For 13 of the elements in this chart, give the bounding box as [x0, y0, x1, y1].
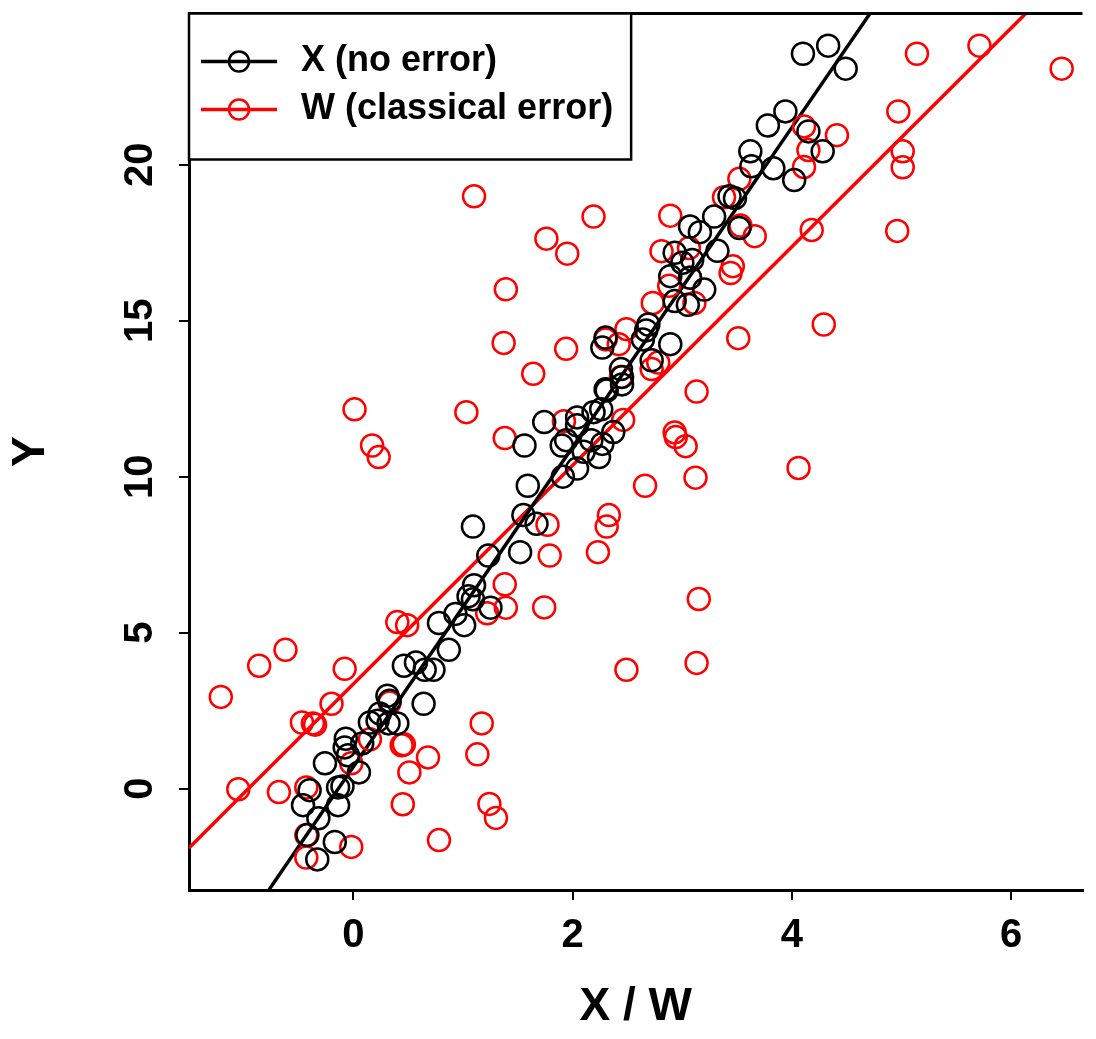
x-axis-title: X / W: [579, 978, 693, 1031]
y-tick-label: 5: [116, 621, 161, 644]
x-tick-label: 4: [780, 911, 804, 956]
legend-label: W (classical error): [301, 86, 614, 128]
y-tick-label: 15: [116, 298, 161, 343]
x-tick-label: 2: [561, 911, 584, 956]
y-tick-label: 0: [116, 777, 161, 800]
x-tick-label: 6: [1000, 911, 1023, 956]
y-axis-title: Y: [2, 436, 55, 468]
y-tick-label: 10: [116, 454, 161, 499]
y-tick-label: 20: [116, 142, 161, 188]
x-tick-label: 0: [342, 911, 365, 956]
legend-label: X (no error): [301, 38, 498, 80]
